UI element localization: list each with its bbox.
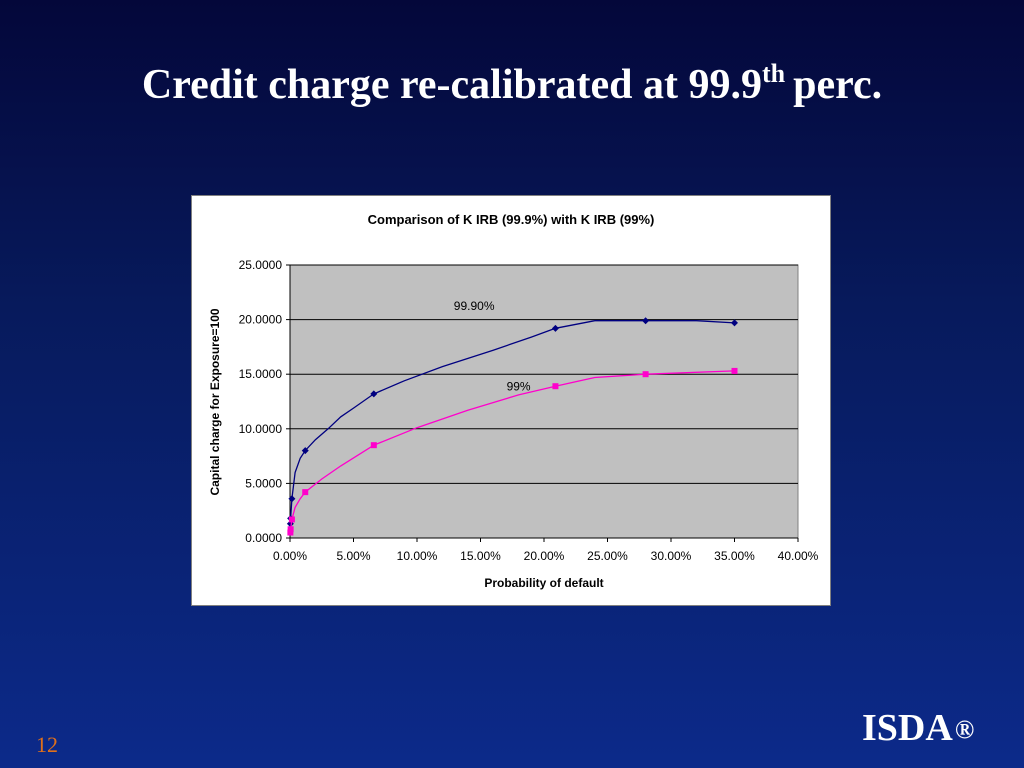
series-99-point [287,529,294,536]
x-tick-label: 25.00% [587,549,628,563]
series-999-point [551,324,559,332]
line-chart: 0.0000 5.0000 10.0000 15.0000 20.0000 25.0000… [208,212,819,590]
series-99-line [289,370,735,535]
y-tick-label: 25.0000 [239,258,283,272]
gridlines [290,264,798,484]
slide-title: Credit charge re-calibrated at 99.9th per… [0,58,1024,110]
series-99-point [642,371,649,378]
y-tick-label: 20.0000 [239,313,283,327]
y-tick-label: 10.0000 [239,422,283,436]
series-999-point [642,317,650,325]
x-tick-label: 20.00% [524,549,565,563]
isda-logo: ISDA® [862,706,974,750]
chart-title: Comparison of K IRB (99.9%) with K IRB (… [368,212,655,227]
series-99-point [552,383,559,390]
x-tick-label: 5.00% [336,549,370,563]
slide-number: 12 [36,732,58,757]
series-999-point [370,390,378,398]
series-999-point [286,520,294,528]
y-tick-label: 15.0000 [239,367,283,381]
y-tick-label: 5.0000 [245,476,282,490]
x-tick-label: 15.00% [460,549,501,563]
series-99-point [302,489,309,496]
x-tick-label: 40.00% [778,549,819,563]
x-tick-label: 35.00% [714,549,755,563]
x-tick-label: 30.00% [651,549,692,563]
annotations: 99.90% 99% [454,299,531,394]
x-tick-label: 10.00% [397,549,438,563]
series-99-point [287,526,294,533]
series-annotation: 99% [507,380,531,394]
title-tail: perc. [793,62,883,108]
plot-area [289,264,799,539]
tick-labels: 0.0000 5.0000 10.0000 15.0000 20.0000 25.0000… [239,258,819,563]
series-999-point [301,447,309,455]
registered-mark: ® [954,715,975,744]
logo-text: ISDA [862,707,953,749]
series-99-point [370,442,377,449]
x-tick-label: 0.00% [273,549,307,563]
series-999-point [288,495,296,503]
series-999-point [731,319,738,327]
series-99-point [731,367,738,374]
title-main: Credit charge re-calibrated at 99.9 [141,62,762,108]
x-axis-label: Probability of default [484,576,603,590]
chart-panel: 0.0000 5.0000 10.0000 15.0000 20.0000 25.0000… [191,195,831,606]
title-superscript: th [761,59,786,88]
series-99-point [288,516,295,523]
y-tick-label: 0.0000 [245,531,282,545]
y-axis-label: Capital charge for Exposure=100 [208,308,222,495]
series-annotation: 99.90% [454,299,495,313]
series-999-line [289,320,735,528]
series-layer [286,317,738,536]
